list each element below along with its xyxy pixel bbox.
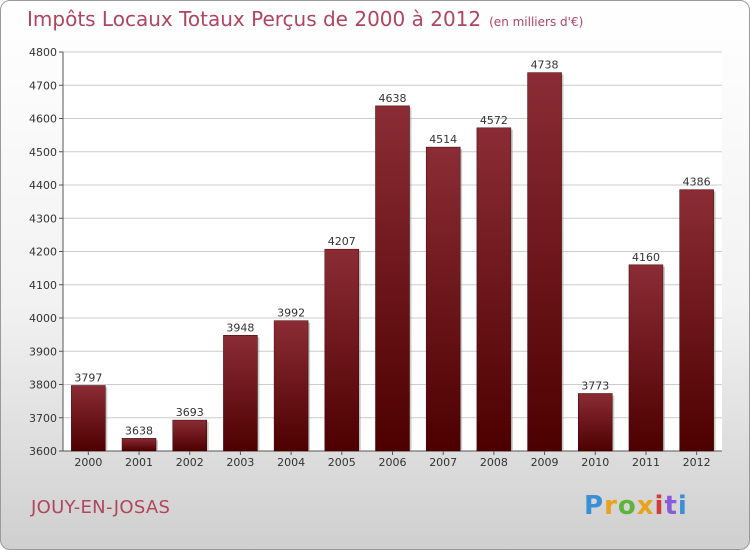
bar-2005 [324,248,360,452]
xtick-label-2002: 2002 [176,456,204,469]
data-label-2003: 3948 [226,321,254,334]
xtick-label-2009: 2009 [531,456,559,469]
ytick-label-2: 3800 [29,379,57,392]
bar-2011 [628,264,664,452]
bar-2012 [679,189,714,452]
ytick-label-6: 4200 [29,246,57,259]
xtick-label-2007: 2007 [429,456,457,469]
data-label-2009: 4738 [531,59,559,72]
bar-2008 [476,127,512,452]
ytick-label-12: 4800 [29,46,57,59]
xtick-label-2001: 2001 [125,456,153,469]
xtick-label-2011: 2011 [632,456,660,469]
bar-2006 [375,105,410,452]
plot-area: 3600 3700 3800 3900 4000 4100 4200 4300 4400 4500… [29,46,722,469]
logo-letter: o [617,491,637,521]
xtick-label-2000: 2000 [74,456,102,469]
xtick-label-2008: 2008 [480,456,508,469]
chart-title-text: Impôts Locaux Totaux Perçus de 2000 à 20… [27,7,482,31]
data-label-2000: 3797 [74,371,102,384]
bar-2003 [223,335,258,452]
data-label-2006: 4638 [379,92,407,105]
logo-letter: x [636,491,655,521]
data-label-2011: 4160 [632,251,660,264]
data-label-2008: 4572 [480,114,508,127]
bar-2002 [172,419,207,452]
data-label-2007: 4514 [429,133,457,146]
data-label-2001: 3638 [125,424,153,437]
bar-2000 [71,385,106,452]
logo-letter: i [677,491,688,521]
data-label-2005: 4207 [328,235,356,248]
ytick-label-3: 3900 [29,345,57,358]
unit-note: (en milliers d'€) [489,15,584,29]
city-name: JOUY-EN-JOSAS [31,497,171,518]
logo-letter: P [584,491,605,521]
bar-2010 [578,393,613,452]
logo-letter: t [664,491,678,521]
ytick-label-0: 3600 [29,445,57,458]
bar-2009 [527,72,562,452]
proxiti-logo: Proxiti [584,491,688,521]
ytick-label-4: 4000 [29,312,57,325]
logo-letter: r [604,491,618,521]
ytick-label-7: 4300 [29,212,57,225]
ytick-label-1: 3700 [29,412,57,425]
data-label-2002: 3693 [176,406,204,419]
data-label-2010: 3773 [581,379,609,392]
ytick-label-9: 4500 [29,146,57,159]
ytick-label-11: 4700 [29,79,57,92]
xtick-label-2005: 2005 [328,456,356,469]
ytick-label-5: 4100 [29,279,57,292]
bar-2001 [121,438,157,452]
xtick-label-2006: 2006 [379,456,407,469]
xtick-label-2010: 2010 [581,456,609,469]
xtick-label-2003: 2003 [226,456,254,469]
data-label-2004: 3992 [277,307,305,320]
logo-letter: i [654,491,665,521]
ytick-label-8: 4400 [29,179,57,192]
bar-2007 [425,146,461,452]
chart-title: Impôts Locaux Totaux Perçus de 2000 à 20… [27,7,583,31]
xtick-label-2012: 2012 [683,456,711,469]
data-label-2012: 4386 [683,176,711,189]
bar-2004 [273,320,309,452]
xtick-label-2004: 2004 [277,456,305,469]
ytick-label-10: 4600 [29,113,57,126]
